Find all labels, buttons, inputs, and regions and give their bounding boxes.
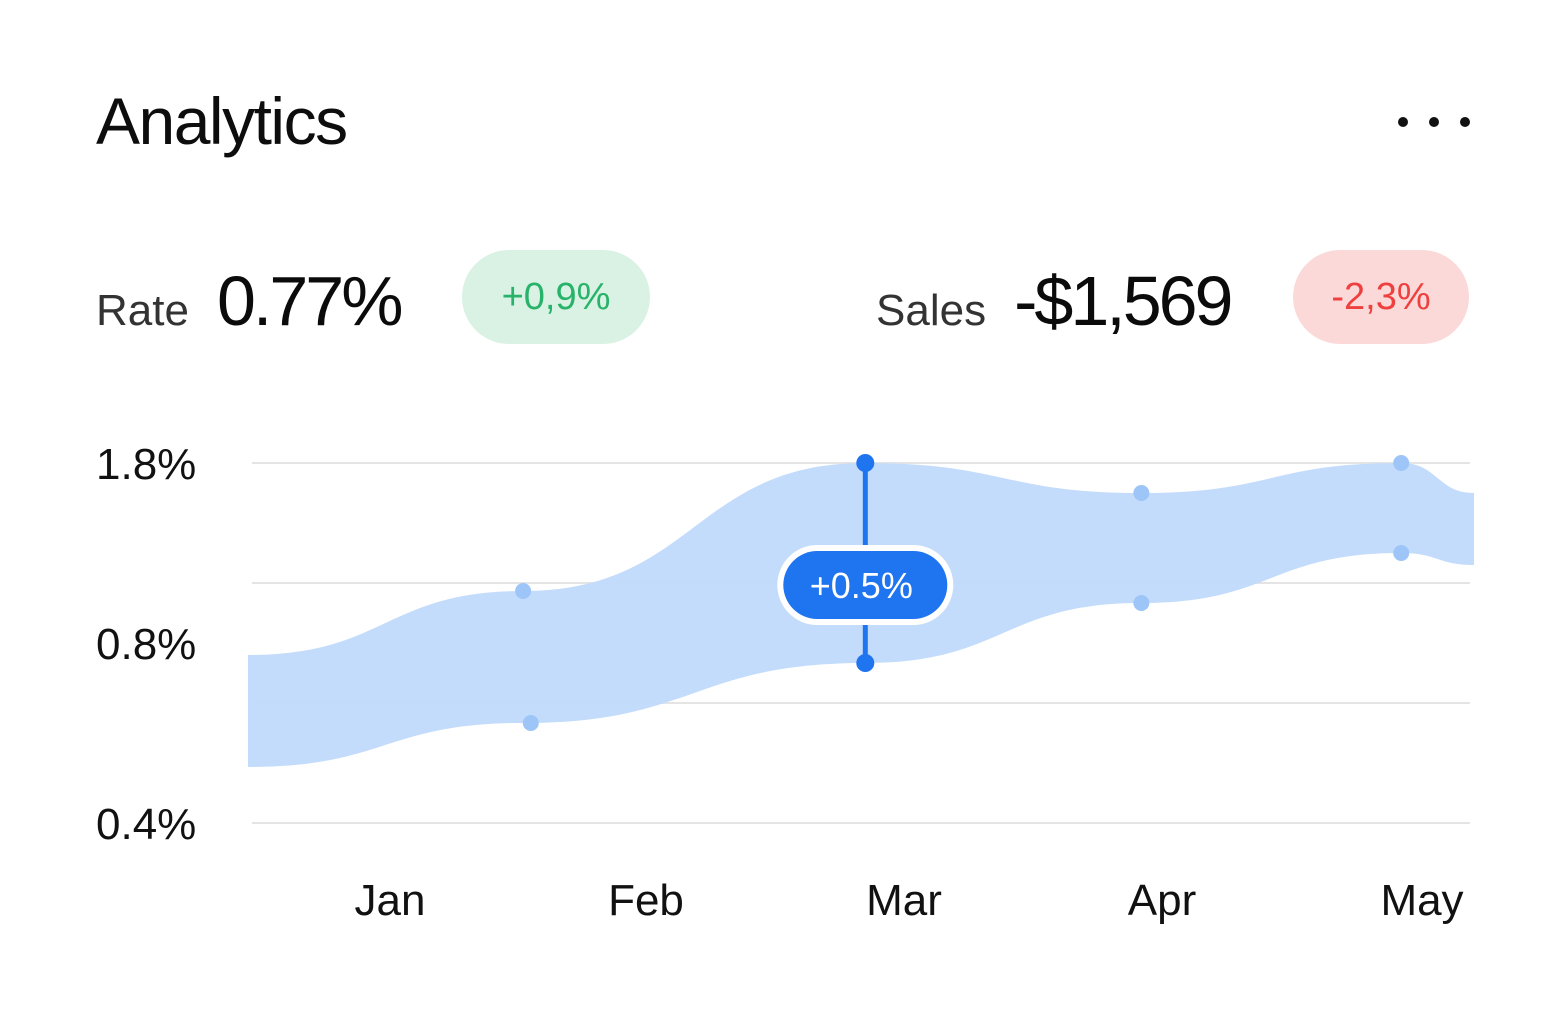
x-tick-label: Mar xyxy=(866,876,942,925)
y-tick-label: 1.8% xyxy=(96,440,196,489)
data-point xyxy=(515,583,532,599)
sales-change-badge: -2,3% xyxy=(1293,250,1469,344)
data-point xyxy=(1393,545,1410,561)
more-dot xyxy=(1398,117,1408,127)
data-point xyxy=(1393,455,1410,471)
highlight-point-bottom xyxy=(856,654,875,672)
data-point xyxy=(1133,485,1150,501)
rate-change-badge: +0,9% xyxy=(462,250,650,344)
more-dot xyxy=(1460,117,1470,127)
data-point xyxy=(1133,595,1150,611)
more-dot xyxy=(1429,117,1439,127)
tooltip-bubble xyxy=(783,551,948,619)
sales-label: Sales xyxy=(876,286,987,335)
x-tick-label: Feb xyxy=(608,876,684,925)
sales-stat: Sales -$1,569 xyxy=(876,258,1234,344)
highlight-point-top xyxy=(856,454,875,472)
rate-value: 0.77% xyxy=(216,262,403,340)
rate-label: Rate xyxy=(96,286,189,335)
y-tick-label: 0.8% xyxy=(96,620,196,669)
y-tick-label: 0.4% xyxy=(96,800,196,849)
x-tick-label: May xyxy=(1380,876,1463,925)
sales-value: -$1,569 xyxy=(1014,262,1233,340)
rate-stat: Rate 0.77% xyxy=(96,258,403,344)
x-tick-label: Jan xyxy=(355,876,426,925)
tooltip-label: +0.5% xyxy=(810,565,913,606)
more-options-icon[interactable] xyxy=(1398,104,1470,140)
page-title: Analytics xyxy=(96,84,348,158)
x-tick-label: Apr xyxy=(1128,876,1196,925)
data-point xyxy=(522,715,539,731)
